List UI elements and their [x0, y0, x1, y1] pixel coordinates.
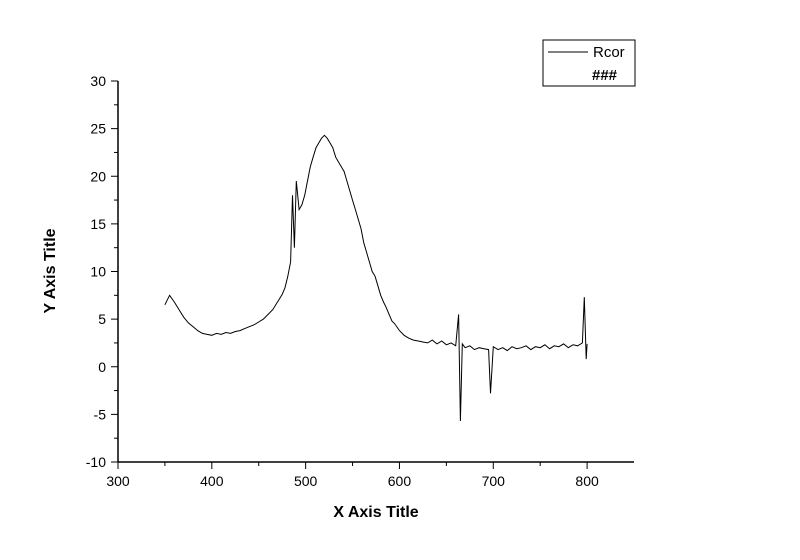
y-axis-title: Y Axis Title [42, 228, 59, 313]
x-tick-label: 600 [388, 473, 412, 489]
x-tick-label: 500 [294, 473, 318, 489]
y-ticks: -10 -5 0 5 10 15 20 25 30 [86, 73, 118, 470]
y-tick-label: -5 [94, 406, 107, 422]
x-tick-label: 800 [575, 473, 599, 489]
plot-frame [117, 81, 634, 463]
y-tick-label: 5 [98, 311, 106, 327]
legend-box [542, 39, 636, 87]
series-layer [164, 134, 588, 422]
y-tick-label: 10 [90, 264, 106, 280]
x-axis-title: X Axis Title [333, 504, 418, 521]
series-line-rcor [164, 134, 588, 422]
legend: Rcor ### [542, 39, 636, 87]
y-tick-label: 30 [90, 73, 106, 89]
y-tick-label: 0 [98, 359, 106, 375]
legend-label-hash: ### [592, 67, 618, 84]
y-tick-label: 20 [90, 168, 106, 184]
y-tick-label: -10 [86, 454, 106, 470]
x-tick-label: 300 [106, 473, 130, 489]
legend-label-rcor: Rcor [593, 44, 625, 61]
x-ticks: 300 400 500 600 700 800 [106, 462, 599, 489]
x-tick-label: 700 [482, 473, 506, 489]
y-tick-label: 25 [90, 121, 106, 137]
y-tick-label: 15 [90, 216, 106, 232]
x-tick-label: 400 [200, 473, 224, 489]
